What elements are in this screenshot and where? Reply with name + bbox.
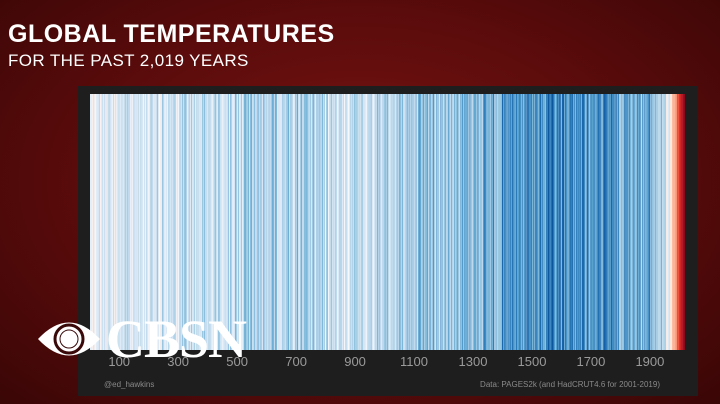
credit-text: @ed_hawkins: [104, 380, 155, 389]
x-tick-label: 1500: [517, 354, 547, 369]
cbsn-logo: CBSN: [36, 309, 247, 369]
x-tick-label: 100: [108, 354, 131, 369]
page-subtitle: FOR THE PAST 2,019 YEARS: [8, 51, 249, 70]
logo-text: CBSN: [106, 309, 247, 369]
cbs-eye-icon: [38, 322, 100, 356]
x-tick-label: 500: [226, 354, 248, 369]
x-tick-label: 1700: [576, 354, 606, 369]
stripe: [684, 94, 685, 350]
x-tick-label: 1300: [458, 354, 488, 369]
x-tick-label: 1900: [635, 354, 665, 369]
x-axis: 100 300 500 700 900 1100 1300 1500 1700 1900: [90, 352, 685, 372]
x-tick-label: 1100: [400, 354, 429, 369]
page-title: GLOBAL TEMPERATURES: [8, 20, 335, 48]
x-tick-label: 900: [344, 354, 366, 369]
x-tick-label: 300: [167, 354, 190, 369]
x-tick-label: 700: [285, 354, 307, 369]
warming-stripes-chart: [90, 94, 685, 350]
data-source-text: Data: PAGES2k (and HadCRUT4.6 for 2001-2…: [480, 380, 660, 389]
